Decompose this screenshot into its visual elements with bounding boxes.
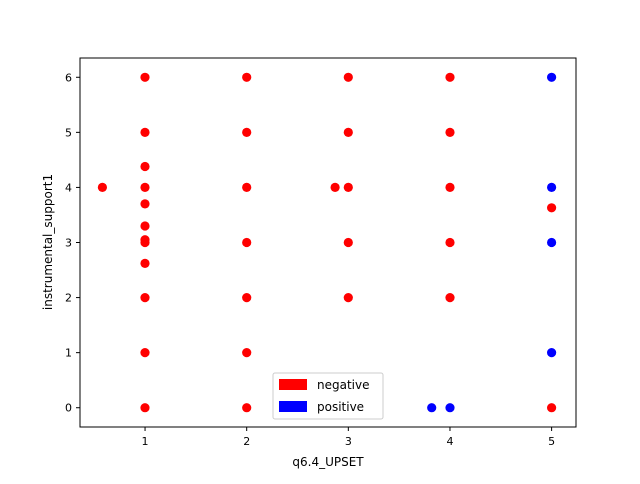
ticks-layer: 1 2 3 4 5 0 1 2 3 4 5 6: [65, 71, 555, 448]
x-tick-label: 4: [446, 435, 453, 448]
x-axis-label: q6.4_UPSET: [292, 455, 364, 469]
points-layer: [97, 72, 557, 413]
x-tick-label: 2: [243, 435, 250, 448]
data-point-negative: [140, 127, 150, 137]
x-tick-label: 5: [548, 435, 555, 448]
data-point-negative: [343, 293, 353, 303]
data-point-negative: [140, 403, 150, 413]
y-tick-label: 5: [65, 126, 72, 139]
legend-swatch-negative: [279, 379, 307, 390]
data-point-negative: [140, 72, 150, 82]
data-point-negative: [242, 237, 252, 248]
y-axis-label: instrumental_support1: [41, 174, 55, 310]
x-tick-label: 3: [345, 435, 352, 448]
y-tick-label: 3: [65, 237, 72, 250]
legend-label-negative: negative: [317, 378, 369, 392]
y-tick-label: 1: [65, 347, 72, 360]
data-point-negative: [242, 293, 252, 303]
data-point-negative: [547, 403, 557, 413]
data-point-negative: [343, 237, 353, 248]
data-point-negative: [140, 258, 150, 268]
data-point-negative: [343, 182, 353, 192]
y-tick-label: 2: [65, 292, 72, 305]
data-point-negative: [343, 127, 353, 137]
y-tick-label: 4: [65, 181, 72, 194]
data-point-negative: [547, 203, 557, 213]
data-point-negative: [242, 348, 252, 358]
data-point-negative: [343, 72, 353, 82]
data-point-positive: [427, 403, 437, 413]
data-point-negative: [140, 221, 150, 231]
data-point-negative: [97, 182, 107, 192]
data-point-positive: [547, 237, 557, 248]
data-point-positive: [547, 182, 557, 192]
y-tick-label: 0: [65, 402, 72, 415]
data-point-negative: [445, 293, 455, 303]
data-point-negative: [242, 72, 252, 82]
data-point-positive: [547, 72, 557, 82]
data-point-negative: [140, 199, 150, 209]
data-point-negative: [445, 237, 455, 248]
data-point-negative: [242, 182, 252, 192]
data-point-negative: [445, 72, 455, 82]
data-point-negative: [140, 182, 150, 192]
legend-label-positive: positive: [317, 400, 364, 414]
data-point-negative: [140, 161, 150, 172]
x-tick-label: 1: [142, 435, 149, 448]
data-point-negative: [140, 348, 150, 358]
legend-swatch-positive: [279, 401, 307, 412]
data-point-negative: [242, 403, 252, 413]
data-point-negative: [445, 127, 455, 137]
data-point-positive: [445, 403, 455, 413]
data-point-negative: [242, 127, 252, 137]
data-point-negative: [140, 237, 150, 248]
legend: negative positive: [272, 372, 384, 420]
data-point-negative: [330, 182, 340, 192]
y-tick-label: 6: [65, 71, 72, 84]
data-point-negative: [445, 182, 455, 192]
data-point-positive: [547, 348, 557, 358]
data-point-negative: [140, 293, 150, 303]
